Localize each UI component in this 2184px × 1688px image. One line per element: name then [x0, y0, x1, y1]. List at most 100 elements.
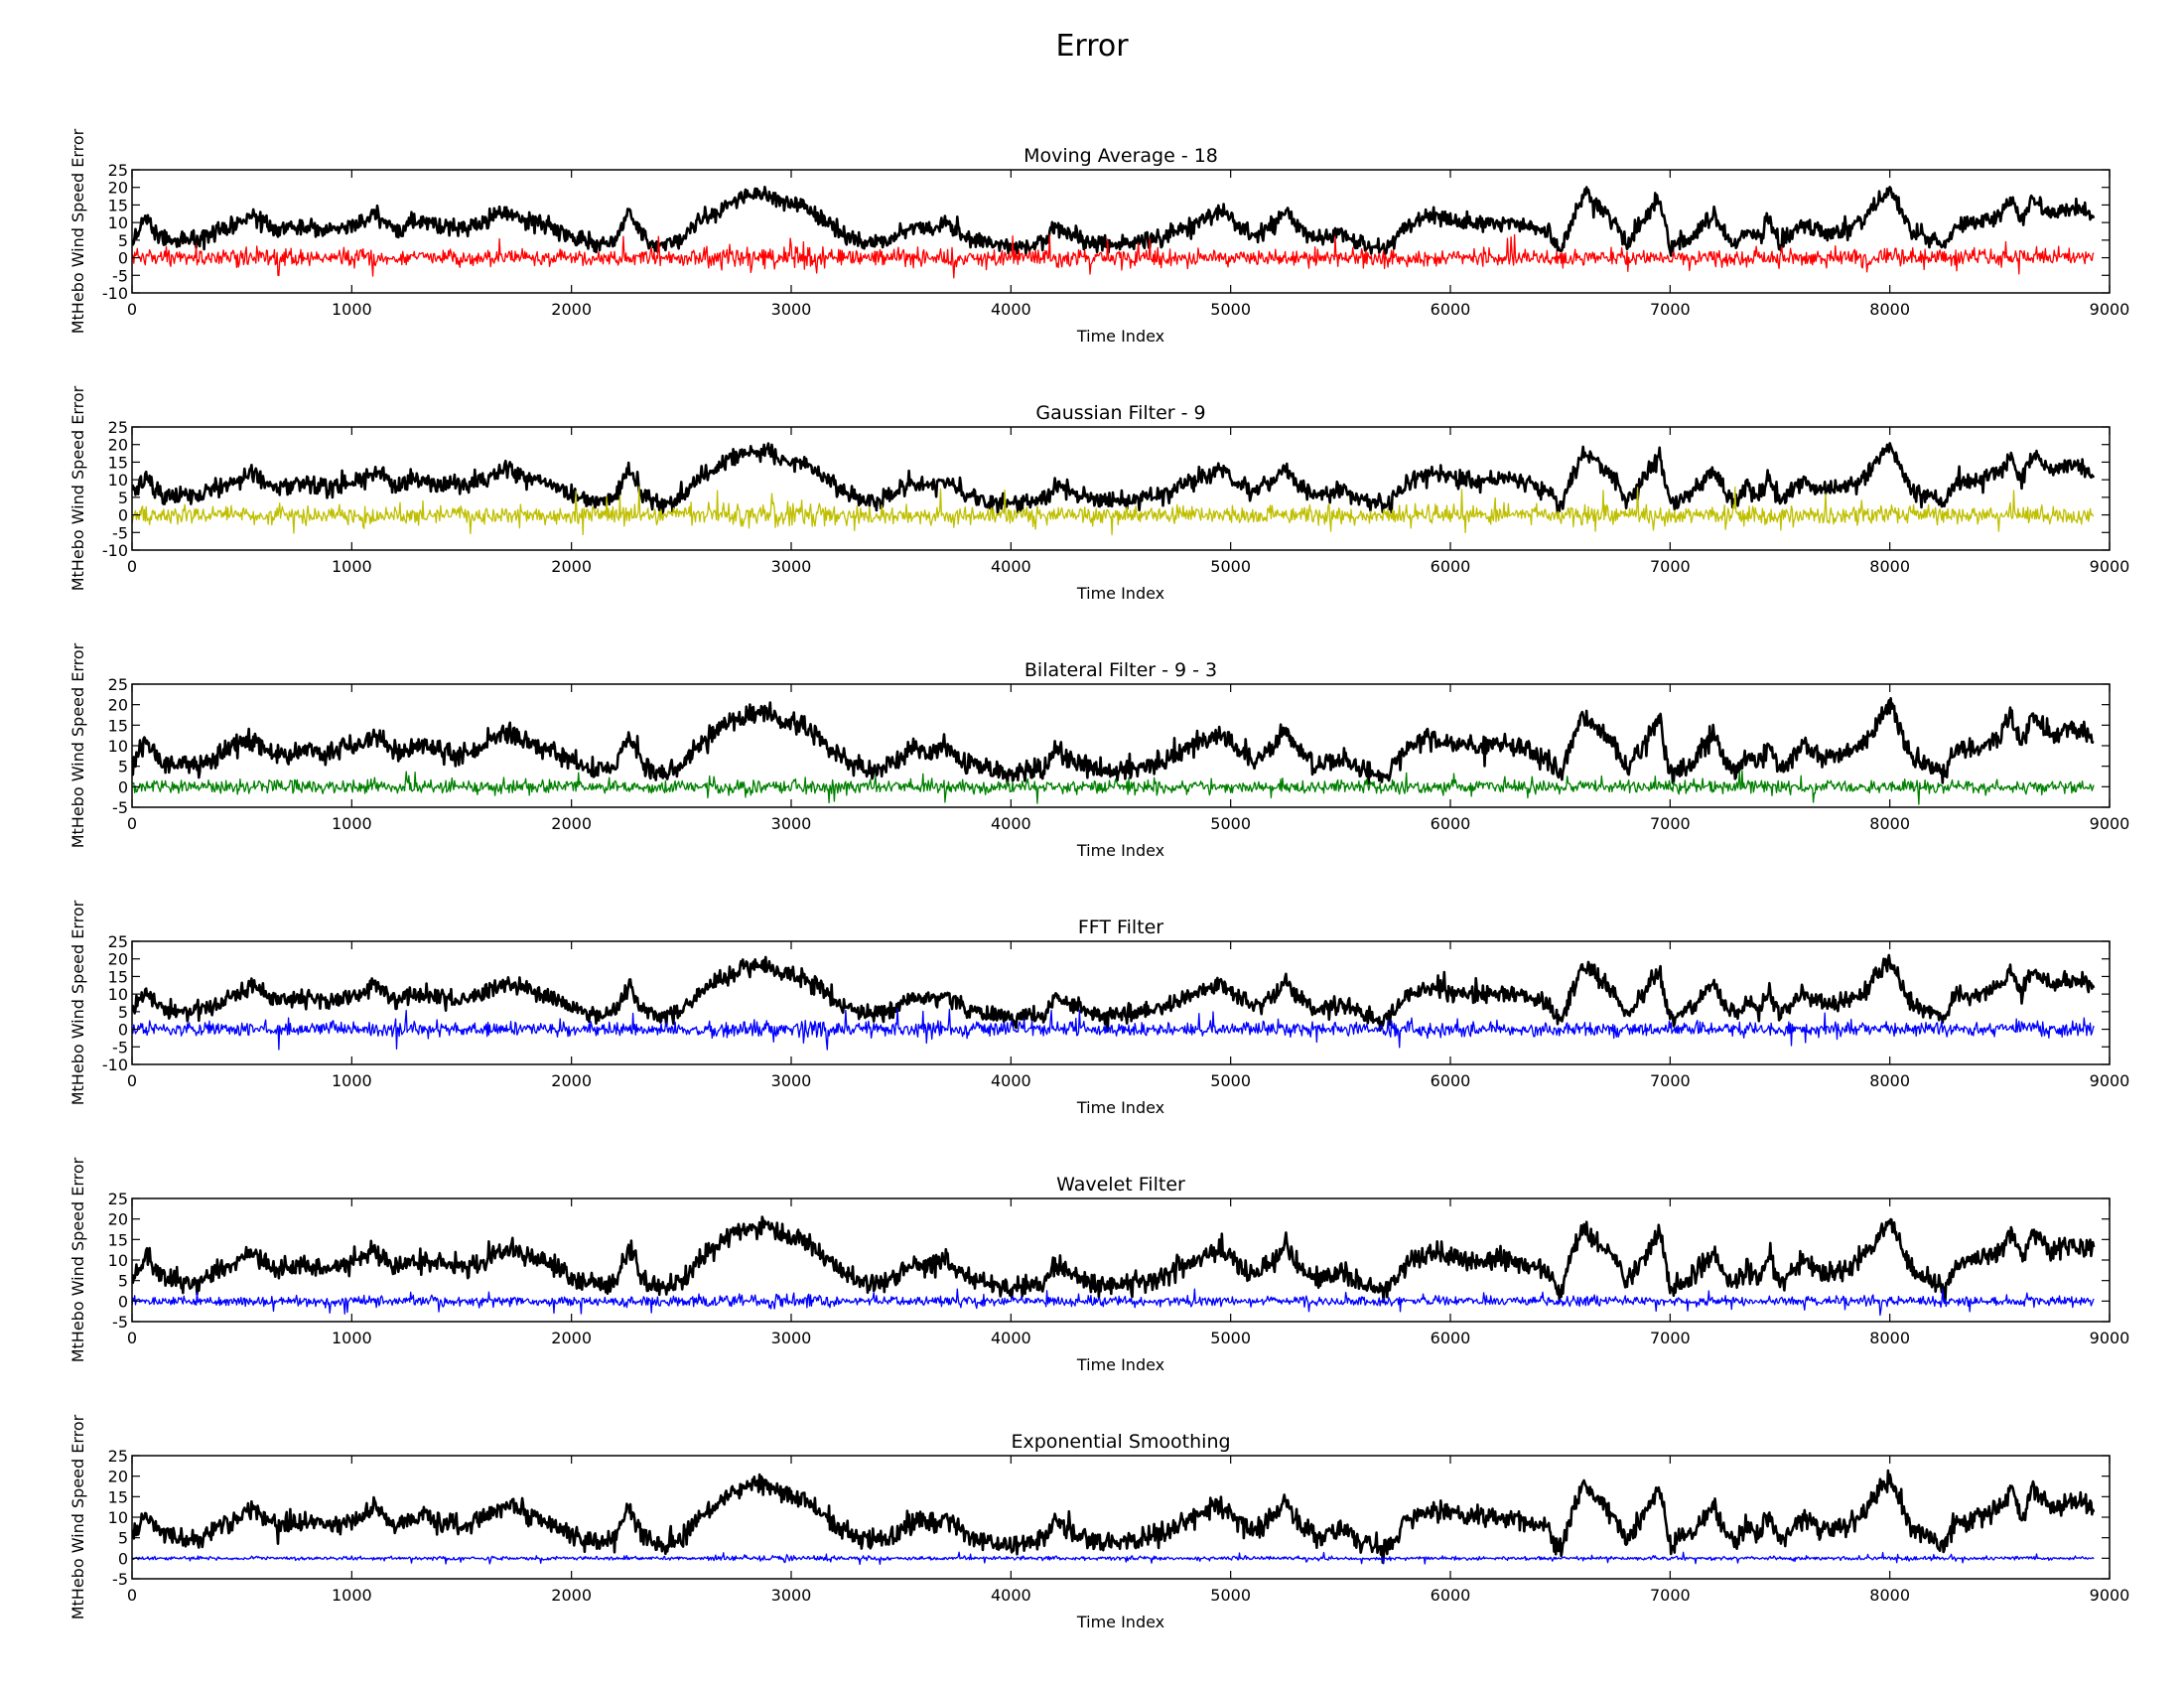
x-tick-label: 2000	[551, 1071, 592, 1090]
x-tick-label: 5000	[1210, 814, 1251, 833]
x-axis-label: Time Index	[1076, 841, 1164, 860]
y-tick-label: -10	[102, 541, 128, 560]
subplot-4: 0 1000 2000 3000 4000 5000 6000 7000 8000 9000 -10…	[68, 900, 2129, 1117]
plot-lines	[132, 442, 2096, 536]
x-tick-label: 5000	[1210, 557, 1251, 576]
series-line-error	[132, 770, 2095, 805]
series-line-signal	[132, 442, 2096, 516]
y-tick-label: -5	[112, 1570, 128, 1589]
axes-frame	[131, 940, 2111, 1065]
series-line-error	[132, 1551, 2095, 1566]
x-tick-label: 1000	[332, 300, 372, 319]
y-axis-label: MtHebo Wind Speed Error	[68, 642, 87, 848]
x-tick-label: 2000	[551, 1586, 592, 1605]
y-tick-label: 10	[108, 985, 128, 1004]
figure-title: Error	[1055, 29, 1129, 64]
series-line-error	[132, 486, 2095, 536]
plot-lines	[132, 953, 2096, 1051]
x-tick-label: 4000	[991, 557, 1031, 576]
x-axis-label: Time Index	[1076, 584, 1164, 603]
x-tick-label: 0	[127, 1071, 137, 1090]
y-tick-label: 20	[108, 179, 128, 198]
plot-lines	[132, 186, 2096, 279]
x-tick-label: 4000	[991, 814, 1031, 833]
x-tick-label: 2000	[551, 557, 592, 576]
x-tick-label: 5000	[1210, 1071, 1251, 1090]
series-line-signal	[132, 696, 2095, 785]
x-tick-label: 9000	[2090, 1071, 2130, 1090]
x-tick-label: 5000	[1210, 1329, 1251, 1347]
y-axis-label: MtHebo Wind Speed Error	[68, 1157, 87, 1362]
series-line-signal	[132, 1215, 2096, 1304]
subplot-5: 0 1000 2000 3000 4000 5000 6000 7000 8000 9000-50…	[68, 1157, 2129, 1374]
x-tick-label: 9000	[2090, 557, 2130, 576]
x-tick-label: 6000	[1431, 814, 1471, 833]
x-axis-label: Time Index	[1076, 1355, 1164, 1374]
subplot-title: FFT Filter	[1078, 916, 1163, 938]
y-axis-label: MtHebo Wind Speed Error	[68, 385, 87, 591]
x-tick-label: 6000	[1431, 1586, 1471, 1605]
x-tick-label: 1000	[332, 1586, 372, 1605]
y-tick-label: 10	[108, 471, 128, 490]
plot-lines	[132, 1215, 2096, 1317]
plot-lines	[132, 1469, 2096, 1566]
subplot-1: 0 1000 2000 3000 4000 5000 6000 7000 8000 9000 -10…	[68, 128, 2129, 346]
y-tick-label: 20	[108, 696, 128, 715]
subplot-title: Exponential Smoothing	[1011, 1431, 1230, 1453]
subplot-title: Bilateral Filter - 9 - 3	[1024, 659, 1217, 681]
series-line-signal	[132, 953, 2096, 1033]
y-tick-label: -10	[102, 1055, 128, 1074]
x-tick-label: 4000	[991, 1586, 1031, 1605]
x-tick-label: 9000	[2090, 1586, 2130, 1605]
x-tick-label: 6000	[1431, 1071, 1471, 1090]
x-tick-label: 8000	[1869, 1586, 1910, 1605]
y-tick-label: -10	[102, 284, 128, 303]
y-tick-label: 5	[118, 758, 128, 776]
y-tick-label: 20	[108, 1210, 128, 1229]
subplot-6: 0 1000 2000 3000 4000 5000 6000 7000 8000 9000-50…	[68, 1414, 2129, 1631]
x-tick-label: 3000	[771, 814, 812, 833]
plot-lines	[132, 696, 2095, 805]
y-tick-label: 5	[118, 1529, 128, 1548]
y-tick-label: 5	[118, 231, 128, 250]
y-tick-label: -5	[112, 798, 128, 817]
x-tick-label: 5000	[1210, 300, 1251, 319]
x-tick-label: 7000	[1650, 1586, 1691, 1605]
x-tick-label: 7000	[1650, 1071, 1691, 1090]
x-tick-label: 7000	[1650, 557, 1691, 576]
x-tick-label: 6000	[1431, 300, 1471, 319]
x-tick-label: 8000	[1869, 300, 1910, 319]
x-tick-label: 3000	[771, 1329, 812, 1347]
y-tick-label: 20	[108, 1468, 128, 1486]
x-tick-label: 1000	[332, 1329, 372, 1347]
x-tick-label: 2000	[551, 300, 592, 319]
x-tick-label: 0	[127, 1586, 137, 1605]
x-tick-label: 8000	[1869, 1071, 1910, 1090]
x-tick-label: 6000	[1431, 557, 1471, 576]
x-tick-label: 7000	[1650, 1329, 1691, 1347]
x-tick-label: 4000	[991, 300, 1031, 319]
y-tick-label: 0	[118, 506, 128, 525]
y-tick-label: 15	[108, 196, 128, 214]
y-tick-label: 5	[118, 489, 128, 507]
x-axis-label: Time Index	[1076, 1613, 1164, 1631]
x-tick-label: 9000	[2090, 814, 2130, 833]
y-tick-label: 10	[108, 213, 128, 232]
x-tick-label: 4000	[991, 1071, 1031, 1090]
y-axis-label: MtHebo Wind Speed Error	[68, 128, 87, 334]
x-tick-label: 4000	[991, 1329, 1031, 1347]
y-tick-label: 5	[118, 1003, 128, 1022]
x-tick-label: 2000	[551, 1329, 592, 1347]
y-tick-label: 10	[108, 1508, 128, 1527]
x-tick-label: 3000	[771, 1586, 812, 1605]
x-tick-label: 0	[127, 1329, 137, 1347]
subplot-title: Moving Average - 18	[1024, 145, 1218, 167]
x-tick-label: 2000	[551, 814, 592, 833]
x-tick-label: 0	[127, 557, 137, 576]
subplot-2: 0 1000 2000 3000 4000 5000 6000 7000 8000 9000 -10…	[68, 385, 2129, 603]
axes-frame	[131, 169, 2111, 294]
x-tick-label: 9000	[2090, 1329, 2130, 1347]
y-tick-label: 0	[118, 777, 128, 796]
x-tick-label: 5000	[1210, 1586, 1251, 1605]
